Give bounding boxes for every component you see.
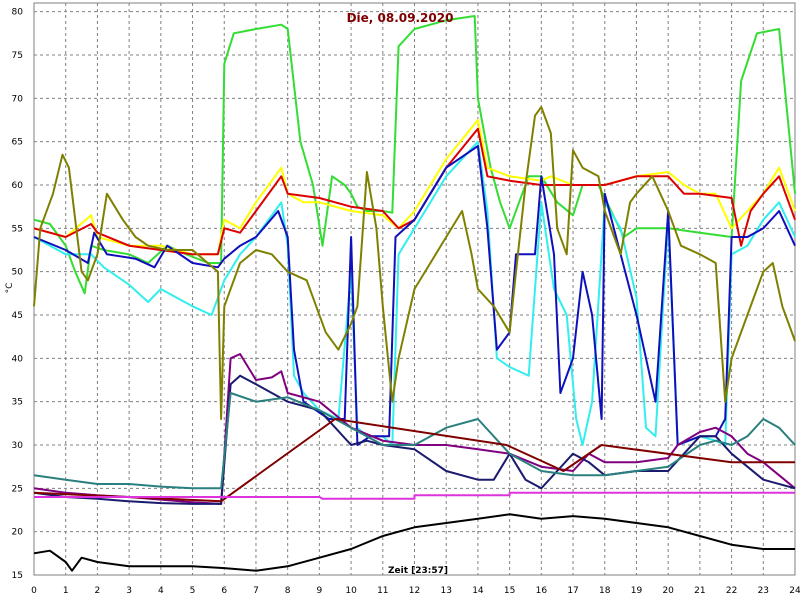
series-line-10 (33, 418, 795, 503)
x-tick-label: 19 (631, 586, 643, 596)
x-tick-label: 24 (789, 586, 800, 596)
x-tick-label: 10 (345, 586, 357, 596)
chart-title: Die, 08.09.2020 (347, 11, 454, 25)
y-tick-label: 15 (12, 571, 23, 581)
x-tick-label: 13 (440, 586, 451, 596)
x-tick-label: 0 (31, 586, 37, 596)
x-tick-label: 1 (63, 586, 69, 596)
y-tick-label: 65 (12, 138, 23, 148)
y-tick-label: 75 (12, 51, 23, 61)
series-line-5 (33, 145, 796, 446)
y-tick-label: 80 (12, 8, 24, 18)
y-axis-label: °C (5, 283, 15, 294)
x-tick-label: 17 (567, 586, 578, 596)
x-tick-label: 9 (317, 586, 323, 596)
x-tick-label: 22 (726, 586, 737, 596)
y-tick-label: 70 (12, 94, 24, 104)
y-tick-label: 40 (12, 354, 24, 364)
x-tick-label: 16 (536, 586, 548, 596)
x-tick-label: 4 (158, 586, 164, 596)
y-tick-label: 45 (12, 311, 23, 321)
y-tick-label: 20 (12, 528, 24, 538)
series-line-6 (33, 106, 796, 420)
x-tick-label: 3 (126, 586, 132, 596)
series-line-12 (33, 513, 795, 572)
y-tick-label: 55 (12, 224, 23, 234)
x-tick-label: 8 (285, 586, 291, 596)
x-tick-label: 11 (377, 586, 388, 596)
y-tick-label: 35 (12, 398, 23, 408)
x-axis-label: Zeit [23:57] (388, 566, 448, 576)
y-tick-label: 25 (12, 484, 23, 494)
x-tick-label: 20 (662, 586, 674, 596)
x-tick-label: 2 (95, 586, 101, 596)
series-line-11 (34, 491, 795, 500)
x-tick-label: 18 (599, 586, 611, 596)
x-tick-label: 6 (221, 586, 227, 596)
series-line-9 (33, 392, 796, 490)
x-tick-label: 23 (758, 586, 769, 596)
x-tick-label: 12 (409, 586, 420, 596)
x-tick-label: 15 (504, 586, 515, 596)
x-tick-label: 14 (472, 586, 484, 596)
y-tick-label: 60 (12, 181, 24, 191)
x-tick-label: 5 (190, 586, 196, 596)
x-tick-label: 21 (694, 586, 705, 596)
y-tick-label: 50 (12, 268, 24, 278)
y-tick-label: 30 (12, 441, 24, 451)
x-tick-label: 7 (253, 586, 259, 596)
